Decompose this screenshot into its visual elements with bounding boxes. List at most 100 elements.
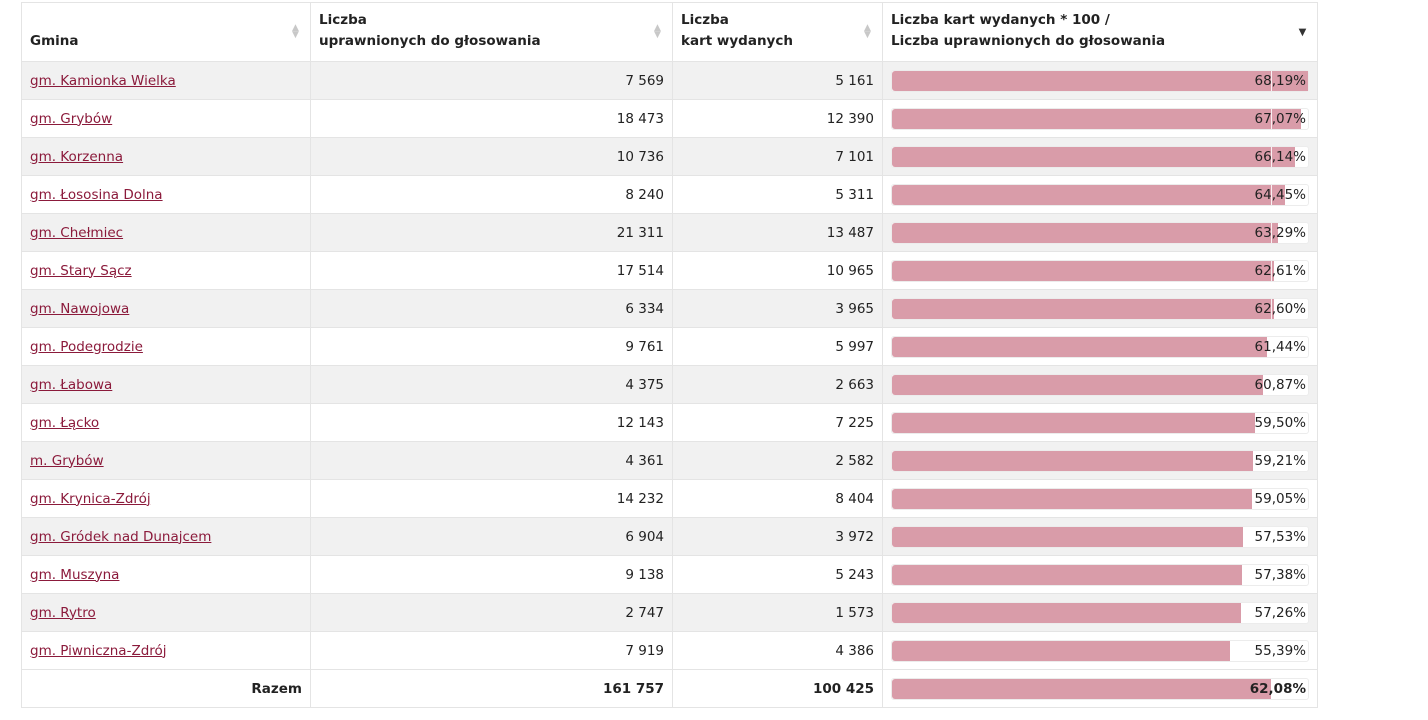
ratio-cell: 62,61% <box>882 251 1318 290</box>
gmina-link[interactable]: gm. Łącko <box>30 414 100 431</box>
sort-icon[interactable]: ▲ ▼ <box>292 23 299 40</box>
gmina-cell: gm. Podegrodzie <box>21 327 311 366</box>
gmina-cell: gm. Krynica-Zdrój <box>21 479 311 518</box>
header-row: Gmina ▲ ▼ Liczba uprawnionych do głosowan… <box>21 2 1318 62</box>
ratio-value: 68,19% <box>1254 72 1306 89</box>
gmina-link[interactable]: gm. Piwniczna-Zdrój <box>30 642 167 659</box>
ratio-value: 61,44% <box>1254 338 1306 355</box>
ratio-bar-fill <box>892 488 1253 509</box>
column-header-ratio[interactable]: Liczba kart wydanych * 100 / Liczba upra… <box>882 2 1318 62</box>
gmina-link[interactable]: gm. Krynica-Zdrój <box>30 490 151 507</box>
ratio-cell: 68,19% <box>882 61 1318 100</box>
ratio-bar-fill <box>892 222 1279 243</box>
gmina-link[interactable]: gm. Grybów <box>30 110 113 127</box>
ratio-cell: 64,45% <box>882 175 1318 214</box>
sort-icon[interactable]: ▲ ▼ <box>864 23 871 40</box>
column-header-karty[interactable]: Liczba kart wydanych ▲ ▼ <box>672 2 883 62</box>
ratio-value: 59,21% <box>1254 452 1306 469</box>
ratio-cell: 67,07% <box>882 99 1318 138</box>
gmina-link[interactable]: gm. Stary Sącz <box>30 262 132 279</box>
ratio-value: 66,14% <box>1254 148 1306 165</box>
table-row: gm. Nawojowa 6 334 3 965 62,60% <box>21 289 1318 328</box>
uprawnionych-cell: 14 232 <box>310 479 673 518</box>
uprawnionych-cell: 21 311 <box>310 213 673 252</box>
uprawnionych-cell: 17 514 <box>310 251 673 290</box>
ratio-bar-fill <box>892 146 1296 167</box>
ratio-bar: 64,45% <box>891 183 1309 206</box>
ratio-bar: 67,07% <box>891 107 1309 130</box>
gmina-link[interactable]: gm. Nawojowa <box>30 300 130 317</box>
ratio-bar-fill <box>892 640 1230 661</box>
ratio-cell: 62,60% <box>882 289 1318 328</box>
ratio-bar: 63,29% <box>891 221 1309 244</box>
table-row: gm. Stary Sącz 17 514 10 965 62,61% <box>21 251 1318 290</box>
sort-icon[interactable]: ▲ ▼ <box>654 23 661 40</box>
ratio-reference-line <box>1270 298 1272 319</box>
gmina-link[interactable]: gm. Korzenna <box>30 148 124 165</box>
gmina-cell: gm. Muszyna <box>21 555 311 594</box>
gmina-link[interactable]: m. Grybów <box>30 452 104 469</box>
karty-cell: 5 997 <box>672 327 883 366</box>
gmina-cell: gm. Kamionka Wielka <box>21 61 311 100</box>
gmina-link[interactable]: gm. Łososina Dolna <box>30 186 163 203</box>
ratio-value: 57,53% <box>1254 528 1306 545</box>
gmina-link[interactable]: gm. Łabowa <box>30 376 113 393</box>
uprawnionych-cell: 4 375 <box>310 365 673 404</box>
ratio-cell: 59,50% <box>882 403 1318 442</box>
ratio-value: 57,38% <box>1254 566 1306 583</box>
uprawnionych-cell: 2 747 <box>310 593 673 632</box>
column-header-gmina[interactable]: Gmina ▲ ▼ <box>21 2 311 62</box>
sort-desc-icon[interactable]: ▼ <box>1298 27 1307 38</box>
column-header-uprawnionych[interactable]: Liczba uprawnionych do głosowania ▲ ▼ <box>310 2 673 62</box>
total-label: Razem <box>21 669 311 708</box>
karty-cell: 13 487 <box>672 213 883 252</box>
gmina-cell: gm. Łososina Dolna <box>21 175 311 214</box>
ratio-bar: 55,39% <box>891 639 1309 662</box>
table-row: gm. Łososina Dolna 8 240 5 311 64,45% <box>21 175 1318 214</box>
ratio-bar-fill <box>892 108 1302 129</box>
ratio-reference-line <box>1270 184 1272 205</box>
column-header-label: Liczba kart wydanych * 100 / <box>891 12 1110 28</box>
karty-cell: 3 965 <box>672 289 883 328</box>
gmina-cell: gm. Łabowa <box>21 365 311 404</box>
ratio-value: 63,29% <box>1254 224 1306 241</box>
karty-cell: 5 161 <box>672 61 883 100</box>
ratio-cell: 60,87% <box>882 365 1318 404</box>
gmina-link[interactable]: gm. Rytro <box>30 604 96 621</box>
ratio-reference-line <box>1270 526 1272 547</box>
ratio-bar: 62,08% <box>891 677 1309 700</box>
uprawnionych-cell: 9 761 <box>310 327 673 366</box>
karty-cell: 5 311 <box>672 175 883 214</box>
ratio-value: 59,05% <box>1254 490 1306 507</box>
gmina-cell: gm. Nawojowa <box>21 289 311 328</box>
gmina-link[interactable]: gm. Chełmiec <box>30 224 124 241</box>
gmina-cell: m. Grybów <box>21 441 311 480</box>
gmina-cell: gm. Grybów <box>21 99 311 138</box>
gmina-link[interactable]: gm. Muszyna <box>30 566 120 583</box>
ratio-reference-line <box>1270 336 1272 357</box>
table-row: gm. Łabowa 4 375 2 663 60,87% <box>21 365 1318 404</box>
ratio-reference-line <box>1270 70 1272 91</box>
table-row: m. Grybów 4 361 2 582 59,21% <box>21 441 1318 480</box>
ratio-bar: 59,05% <box>891 487 1309 510</box>
ratio-bar: 62,61% <box>891 259 1309 282</box>
karty-cell: 4 386 <box>672 631 883 670</box>
ratio-bar: 68,19% <box>891 69 1309 92</box>
ratio-reference-line <box>1270 260 1272 281</box>
gmina-link[interactable]: gm. Podegrodzie <box>30 338 143 355</box>
ratio-cell: 61,44% <box>882 327 1318 366</box>
ratio-bar-fill <box>892 450 1254 471</box>
column-header-label: Liczba <box>681 12 729 28</box>
column-header-label: uprawnionych do głosowania <box>319 33 541 49</box>
ratio-bar-fill <box>892 602 1242 623</box>
gmina-link[interactable]: gm. Gródek nad Dunajcem <box>30 528 212 545</box>
column-header-label: Liczba <box>319 12 367 28</box>
table-row: gm. Łącko 12 143 7 225 59,50% <box>21 403 1318 442</box>
table-row: gm. Chełmiec 21 311 13 487 63,29% <box>21 213 1318 252</box>
gmina-cell: gm. Łącko <box>21 403 311 442</box>
gmina-link[interactable]: gm. Kamionka Wielka <box>30 72 176 89</box>
ratio-reference-line <box>1270 488 1272 509</box>
karty-cell: 7 225 <box>672 403 883 442</box>
uprawnionych-cell: 7 569 <box>310 61 673 100</box>
ratio-bar: 57,26% <box>891 601 1309 624</box>
